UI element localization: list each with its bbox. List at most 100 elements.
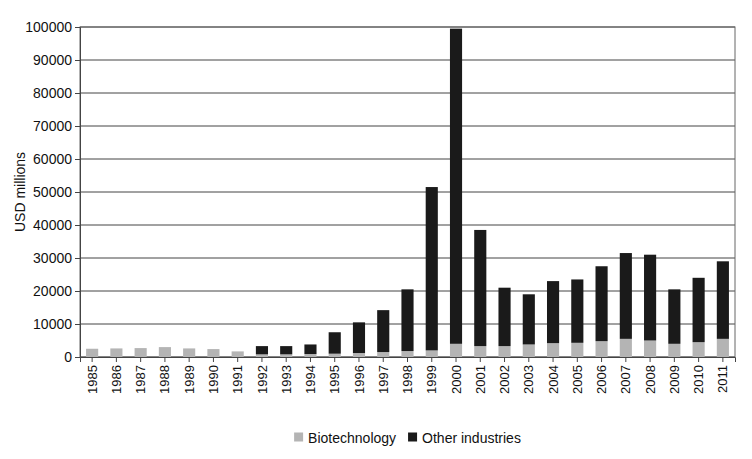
tick-label: 0 [64,349,72,365]
bar [280,354,292,357]
tick-mark [75,324,80,325]
tick: 2005 [570,357,585,394]
bar [304,354,316,357]
bar [256,346,268,354]
chart: 0100002000030000400005000060000700008000… [0,0,752,459]
tick: 2001 [473,357,488,394]
legend: Biotechnology Other industries [294,430,521,446]
bar [135,348,147,349]
tick: 1996 [352,357,367,394]
bar [232,351,244,357]
bar [668,344,680,357]
tick-label: 2009 [667,365,682,394]
legend-item: Other industries [408,430,521,446]
tick-mark [480,357,481,362]
tick: 1997 [376,357,391,394]
tick: 50000 [33,184,80,200]
tick-mark [164,357,165,362]
tick: 2006 [594,357,609,394]
tick-mark [75,126,80,127]
tick: 100000 [25,19,80,35]
tick: 2004 [546,357,561,394]
bar [329,354,341,357]
tick-label: 20000 [33,283,72,299]
bar [620,339,632,357]
bar [401,289,413,351]
bar [135,348,147,357]
tick-label: 1997 [376,365,391,394]
tick-label: 1999 [424,365,439,394]
bar [547,343,559,357]
bar [498,288,510,346]
bar [183,348,195,357]
bar [377,310,389,352]
bar [450,344,462,357]
tick-mark [650,357,651,362]
tick: 1998 [400,357,415,394]
tick: 1988 [157,357,172,394]
bar [353,353,365,357]
axis-line [75,28,81,358]
bar [232,351,244,352]
tick-mark [504,357,505,362]
tick-mark [75,225,80,226]
tick-mark [75,27,80,28]
tick-mark [310,357,311,362]
bar [110,348,122,357]
grid-line [80,258,735,259]
grid-line [80,192,735,193]
bar [596,266,608,341]
tick-mark [286,357,287,362]
tick: 1993 [279,357,294,394]
legend-swatch [408,433,417,442]
legend-label: Other industries [422,430,521,446]
tick-label: 2002 [497,365,512,394]
tick: 2010 [691,357,706,394]
tick-mark [75,258,80,259]
tick-mark [140,357,141,362]
tick-label: 1998 [400,365,415,394]
tick: 2000 [449,357,464,394]
tick-label: 50000 [33,184,72,200]
tick-label: 2010 [691,365,706,394]
tick-label: 70000 [33,118,72,134]
tick-label: 2001 [473,365,488,394]
tick: 1989 [182,357,197,394]
bar [571,279,583,342]
bar [426,350,438,357]
bar [377,352,389,357]
tick: 40000 [33,217,80,233]
tick: 1991 [230,357,245,394]
tick-label: 100000 [25,19,72,35]
tick-mark [698,357,699,362]
bar [86,348,98,349]
bar [620,253,632,339]
tick-mark [358,357,359,362]
tick-mark [577,357,578,362]
tick: 2003 [521,357,536,394]
tick-label: 40000 [33,217,72,233]
tick-label: 2000 [449,365,464,394]
tick: 2008 [643,357,658,394]
bar [450,29,462,344]
tick: 2002 [497,357,512,394]
grid-line [80,225,735,226]
tick: 1986 [109,357,124,394]
tick-label: 80000 [33,85,72,101]
legend-item: Biotechnology [294,430,396,446]
tick-label: 2006 [594,365,609,394]
tick-label: 30000 [33,250,72,266]
tick-label: 1986 [109,365,124,394]
tick: 70000 [33,118,80,134]
tick-mark [213,357,214,362]
tick-label: 1994 [303,365,318,394]
tick: 1999 [424,357,439,394]
tick-mark [431,357,432,362]
grid-line [80,60,735,61]
tick-mark [75,159,80,160]
bars [86,29,729,357]
tick: 2007 [618,357,633,394]
tick-mark [383,357,384,362]
tick-mark [237,357,238,362]
y-axis: 0100002000030000400005000060000700008000… [25,19,80,365]
